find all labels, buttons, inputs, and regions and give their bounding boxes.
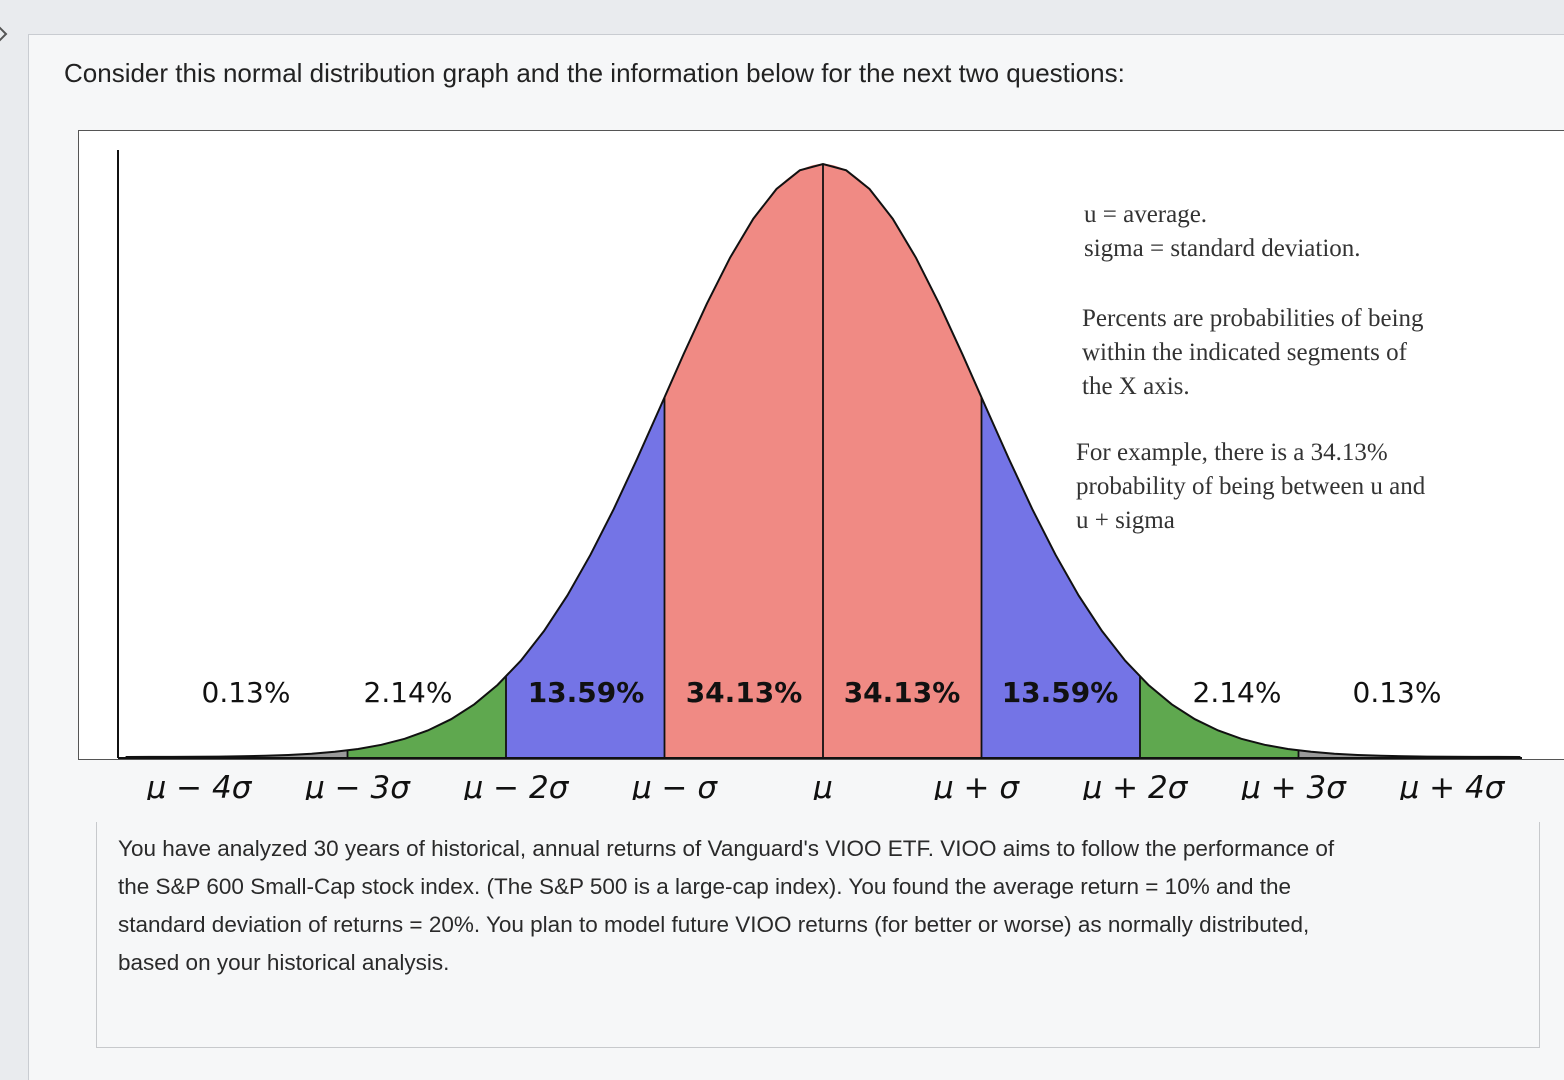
scenario-line: standard deviation of returns = 20%. You…: [118, 912, 1310, 937]
x-tick-label: μ: [812, 770, 833, 800]
scenario-line: You have analyzed 30 years of historical…: [118, 836, 1335, 861]
legend-note-line: Percents are probabilities of being: [1082, 305, 1424, 332]
chevron-right-icon[interactable]: [0, 22, 12, 46]
segment-area: [664, 164, 823, 757]
x-tick-label: μ + σ: [933, 770, 1020, 800]
scenario-text: You have analyzed 30 years of historical…: [118, 830, 1538, 982]
legend-percent-note: Percents are probabilities of being with…: [1082, 302, 1424, 404]
x-tick-label: μ − 2σ: [463, 770, 570, 800]
legend-line-average: u = average.: [1084, 201, 1208, 228]
segment-area: [1298, 750, 1457, 757]
x-tick-label: μ − σ: [631, 770, 718, 800]
x-tick-label: μ + 2σ: [1082, 770, 1189, 800]
percent-label: 13.59%: [1002, 676, 1119, 709]
percent-label: 2.14%: [364, 676, 453, 709]
x-tick-label: μ + 4σ: [1399, 770, 1506, 800]
segment-area: [1140, 676, 1299, 757]
percent-label: 2.14%: [1193, 676, 1282, 709]
legend-line-sigma: sigma = standard deviation.: [1084, 235, 1361, 262]
legend-box: u = average. sigma = standard deviation.: [1084, 198, 1361, 266]
x-tick-label: μ + 3σ: [1240, 770, 1347, 800]
curve-outline: [125, 162, 1521, 758]
percent-label: 0.13%: [202, 676, 291, 709]
legend-example-line: probability of being between u and: [1076, 473, 1426, 500]
legend-example-line: u + sigma: [1076, 507, 1175, 534]
scenario-line: the S&P 600 Small-Cap stock index. (The …: [118, 874, 1292, 899]
segment-area: [189, 750, 348, 757]
percent-label: 0.13%: [1353, 676, 1442, 709]
segment-area: [347, 676, 506, 757]
normal-distribution-chart: 0.13% 2.14% 13.59% 34.13% 34.13% 13.59% 2.14% 0…: [117, 150, 1522, 800]
percent-label: 34.13%: [844, 676, 961, 709]
dividers-layer: [346, 164, 1300, 757]
question-prompt: Consider this normal distribution graph …: [64, 58, 1125, 88]
percent-labels-layer: 0.13% 2.14% 13.59% 34.13% 34.13% 13.59% 2.14% 0…: [202, 676, 1442, 709]
tick-labels-layer: μ − 4σ μ − 3σ μ − 2σ μ − σ μ μ + σ μ + 2σ μ + 3…: [146, 770, 1506, 800]
x-tick-label: μ − 4σ: [146, 770, 253, 800]
legend-example-line: For example, there is a 34.13%: [1076, 439, 1388, 466]
scenario-box: [96, 822, 1540, 1048]
x-tick-label: μ − 3σ: [304, 770, 411, 800]
legend-example-note: For example, there is a 34.13% probabili…: [1076, 436, 1425, 538]
scenario-line: based on your historical analysis.: [118, 950, 450, 975]
legend-note-line: the X axis.: [1082, 373, 1190, 400]
segment-area: [823, 164, 982, 757]
legend-note-line: within the indicated segments of: [1082, 339, 1407, 366]
percent-label: 34.13%: [686, 676, 803, 709]
percent-label: 13.59%: [528, 676, 645, 709]
segments-layer: [189, 164, 1457, 757]
